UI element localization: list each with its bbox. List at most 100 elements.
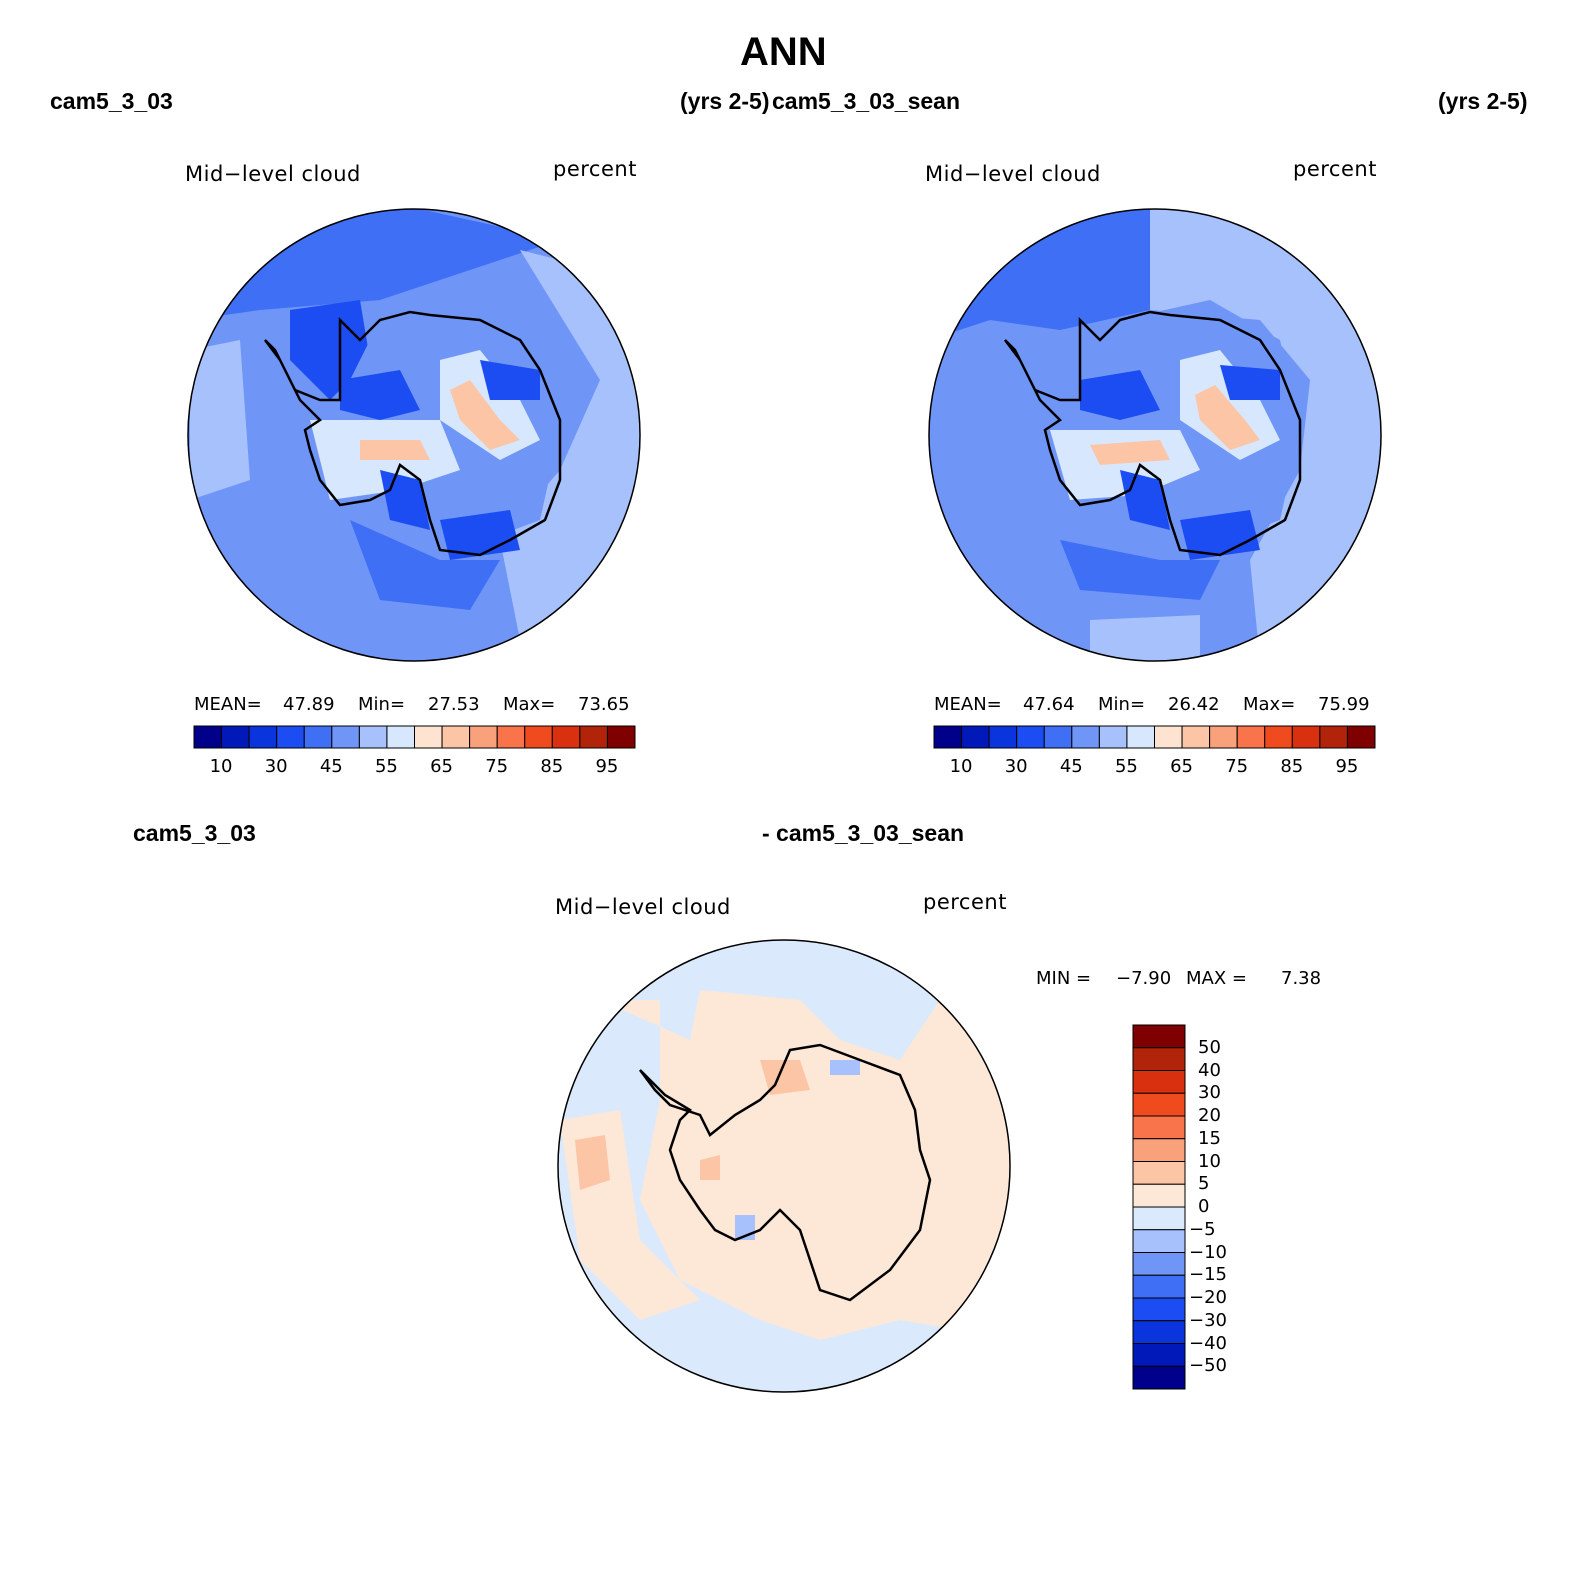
colorbar-tick-label: −40 — [1189, 1332, 1227, 1354]
colorbar-swatch — [1132, 1320, 1186, 1344]
left-colorbar — [193, 725, 636, 749]
colorbar-swatch — [1132, 1138, 1186, 1162]
left-mean-label: MEAN= — [194, 694, 262, 715]
colorbar-swatch — [988, 725, 1018, 749]
colorbar-tick-label: 30 — [264, 756, 288, 777]
colorbar-tick-label: 10 — [209, 756, 233, 777]
diff-max-label: MAX = — [1186, 968, 1247, 989]
colorbar-swatch — [1154, 725, 1183, 749]
colorbar-swatch — [441, 725, 471, 749]
diff-variable-label: Mid−level cloud — [555, 895, 731, 919]
colorbar-tick-label: 50 — [1198, 1036, 1221, 1058]
colorbar-tick-label: 75 — [1225, 756, 1249, 777]
colorbar-swatch — [1291, 725, 1321, 749]
colorbar-swatch — [469, 725, 498, 749]
right-variable-label: Mid−level cloud — [925, 162, 1101, 186]
colorbar-swatch — [1132, 1274, 1186, 1299]
colorbar-tick-label: 95 — [1335, 756, 1359, 777]
right-years: (yrs 2-5) — [1438, 88, 1528, 114]
diff-colorbar — [1132, 1024, 1186, 1390]
right-mean-label: MEAN= — [934, 694, 1002, 715]
colorbar-swatch — [1132, 1206, 1186, 1231]
right-min-value: 26.42 — [1168, 694, 1220, 715]
left-min-value: 27.53 — [428, 694, 480, 715]
right-max-label: Max= — [1243, 694, 1296, 715]
colorbar-swatch — [551, 725, 581, 749]
colorbar-swatch — [276, 725, 305, 749]
diff-min-label: MIN = — [1036, 968, 1092, 989]
colorbar-swatch — [961, 725, 990, 749]
left-min-label: Min= — [358, 694, 406, 715]
colorbar-swatch — [1236, 725, 1266, 749]
colorbar-tick-label: 5 — [1198, 1173, 1210, 1195]
left-variable-label: Mid−level cloud — [185, 162, 361, 186]
diff-max-value: 7.38 — [1281, 968, 1322, 989]
right-max-value: 75.99 — [1318, 694, 1370, 715]
right-colorbar — [933, 725, 1376, 749]
colorbar-tick-label: 55 — [374, 756, 398, 777]
colorbar-swatch — [1132, 1297, 1186, 1322]
colorbar-swatch — [1132, 1365, 1186, 1390]
colorbar-swatch — [1132, 1024, 1186, 1049]
colorbar-tick-label: 0 — [1198, 1196, 1210, 1217]
colorbar-swatch — [193, 725, 223, 749]
colorbar-swatch — [1043, 725, 1073, 749]
colorbar-swatch — [248, 725, 278, 749]
colorbar-tick-label: 95 — [595, 756, 619, 777]
colorbar-swatch — [1098, 725, 1128, 749]
left-mean-value: 47.89 — [283, 694, 335, 715]
colorbar-swatch — [1209, 725, 1238, 749]
colorbar-swatch — [1264, 725, 1293, 749]
colorbar-swatch — [1181, 725, 1211, 749]
colorbar-swatch — [1016, 725, 1045, 749]
right-mean-value: 47.64 — [1023, 694, 1075, 715]
colorbar-swatch — [221, 725, 250, 749]
diff-case-b: - cam5_3_03_sean — [762, 820, 965, 846]
diff-case-a: cam5_3_03 — [133, 820, 256, 846]
right-case-name: cam5_3_03_sean — [772, 88, 960, 114]
colorbar-swatch — [1132, 1343, 1186, 1367]
colorbar-swatch — [524, 725, 553, 749]
colorbar-tick-label: 30 — [1004, 756, 1028, 777]
colorbar-tick-label: 75 — [485, 756, 509, 777]
colorbar-swatch — [933, 725, 963, 749]
colorbar-swatch — [303, 725, 333, 749]
colorbar-swatch — [606, 725, 636, 749]
left-max-label: Max= — [503, 694, 556, 715]
colorbar-swatch — [414, 725, 443, 749]
colorbar-swatch — [358, 725, 388, 749]
colorbar-swatch — [1132, 1047, 1186, 1071]
colorbar-tick-label: 10 — [1198, 1150, 1221, 1172]
diff-units-label: percent — [923, 890, 1007, 914]
colorbar-swatch — [1132, 1092, 1186, 1117]
colorbar-tick-label: 65 — [430, 756, 453, 777]
colorbar-swatch — [1071, 725, 1100, 749]
colorbar-tick-label: 15 — [1198, 1127, 1221, 1149]
colorbar-swatch — [1319, 725, 1348, 749]
colorbar-tick-label: 45 — [319, 756, 343, 777]
colorbar-tick-label: −15 — [1189, 1264, 1227, 1286]
colorbar-swatch — [1132, 1183, 1186, 1208]
colorbar-tick-label: 85 — [1280, 756, 1304, 777]
colorbar-swatch — [331, 725, 360, 749]
colorbar-tick-label: 30 — [1198, 1082, 1221, 1104]
colorbar-swatch — [496, 725, 526, 749]
colorbar-swatch — [1132, 1161, 1186, 1185]
left-units-label: percent — [553, 157, 637, 181]
colorbar-tick-label: −30 — [1189, 1309, 1227, 1331]
colorbar-tick-label: 45 — [1059, 756, 1083, 777]
colorbar-tick-label: 20 — [1198, 1105, 1221, 1126]
colorbar-tick-label: −20 — [1189, 1287, 1227, 1308]
colorbar-swatch — [1126, 725, 1155, 749]
right-min-label: Min= — [1098, 694, 1146, 715]
colorbar-tick-label: 65 — [1170, 756, 1193, 777]
colorbar-tick-label: −5 — [1189, 1218, 1216, 1240]
colorbar-swatch — [1132, 1070, 1186, 1094]
colorbar-swatch — [1132, 1115, 1186, 1140]
colorbar-tick-label: 40 — [1198, 1059, 1221, 1081]
left-max-value: 73.65 — [578, 694, 630, 715]
colorbar-tick-label: 10 — [949, 756, 973, 777]
